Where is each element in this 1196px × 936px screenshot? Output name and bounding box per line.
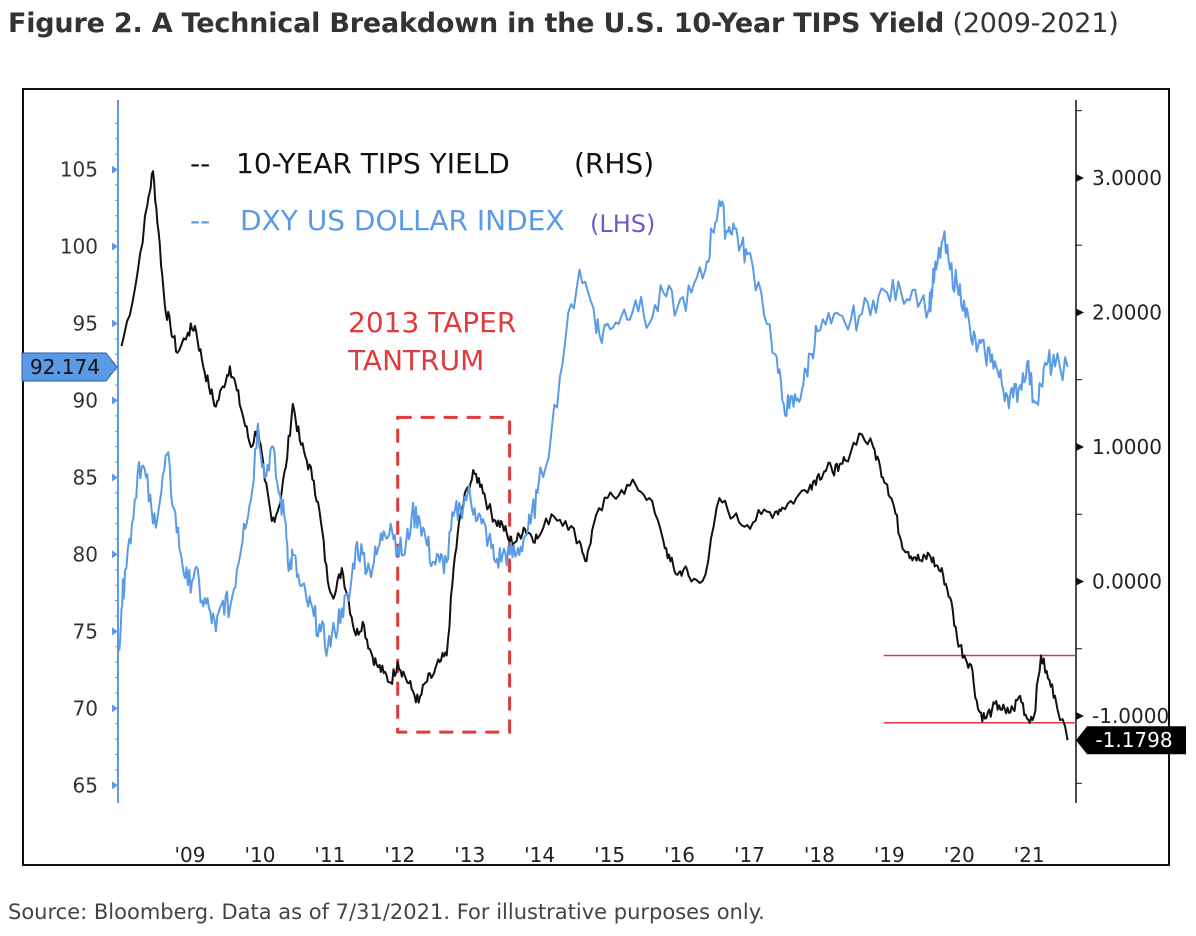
figure-title-range: (2009-2021) [952, 8, 1119, 39]
source-note: Source: Bloomberg. Data as of 7/31/2021.… [8, 900, 765, 924]
figure-title-bold: Figure 2. A Technical Breakdown in the U… [8, 8, 945, 39]
figure-title: Figure 2. A Technical Breakdown in the U… [8, 8, 1119, 39]
chart-frame [22, 88, 1170, 866]
